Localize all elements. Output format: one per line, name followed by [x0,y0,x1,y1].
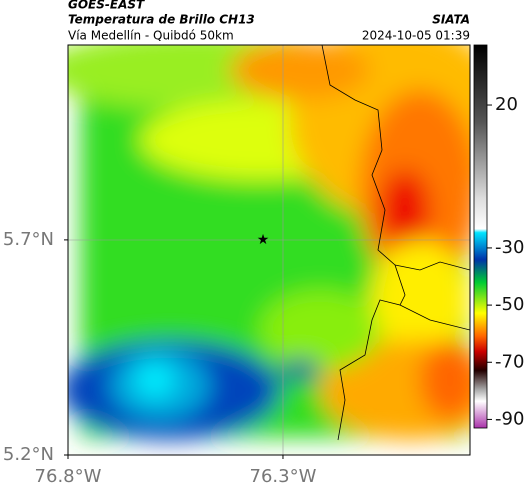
colorbar [473,44,488,429]
svg-text:★: ★ [257,232,270,248]
timestamp: 2024-10-05 01:39 [362,29,470,43]
title: Temperatura de Brillo CH13 [68,13,255,27]
x-tick-label: 76.8°W [35,466,102,487]
title: GOES-EAST [68,0,145,12]
colorbar-tick-label: -50 [495,294,524,315]
source: SIATA [432,13,470,27]
colorbar-tick-label: -30 [495,237,524,258]
colorbar-tick-label: -70 [495,351,524,372]
subtitle: Vía Medellín - Quibdó 50km [68,29,234,43]
y-tick-label: 5.7°N [3,229,54,250]
imagery: ★ [68,45,470,455]
y-tick-label: 5.2°N [3,444,54,465]
colorbar-tick-label: -90 [495,408,524,429]
ticks: 76.8°W 76.3°W 5.2°N 5.7°N 20 -30 -50 -70 -90 [3,94,525,487]
map-frame [67,44,471,456]
x-tick-label: 76.3°W [250,466,317,487]
colorbar-tick-label: 20 [495,94,518,115]
